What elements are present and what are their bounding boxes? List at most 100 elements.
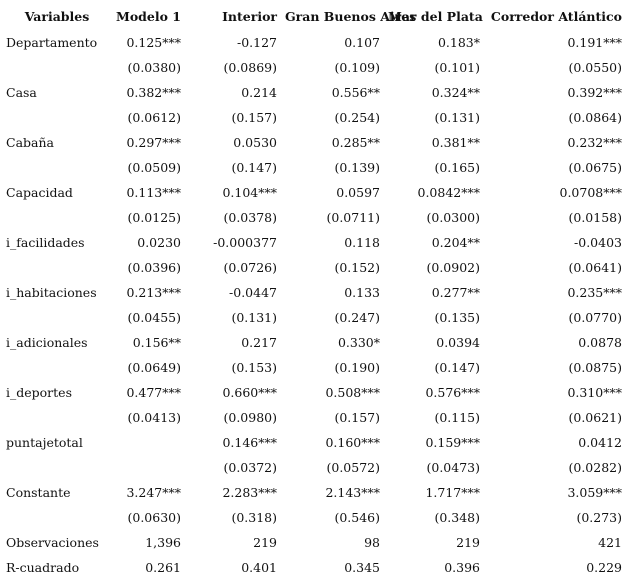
table-cell: 0.125*** (126, 35, 181, 50)
table-row: i_habitaciones 0.213*** -0.0447 0.133 0.277*… (2, 280, 626, 305)
row-label: Casa (6, 85, 37, 100)
table-row: (0.0372) (0.0572) (0.0473) (0.0282) (2, 455, 626, 480)
table-cell: 1.717*** (425, 485, 480, 500)
table-cell (112, 455, 185, 480)
table-row: i_adicionales 0.156** 0.217 0.330* 0.0394 0.0… (2, 330, 626, 355)
table-row: Casa 0.382*** 0.214 0.556** 0.324** 0.392*** (2, 80, 626, 105)
row-label (2, 255, 112, 280)
row-label: i_facilidades (6, 235, 85, 250)
column-header: Corredor Atlántico (490, 8, 622, 24)
table-cell: (0.101) (434, 60, 480, 75)
row-label: R-cuadrado (6, 560, 80, 575)
table-row: Departamento 0.125*** -0.127 0.107 0.183* 0.1… (2, 30, 626, 55)
table-cell: 0.381** (431, 135, 480, 150)
table-cell: 0.156** (132, 335, 181, 350)
table-cell: 3.059*** (567, 485, 622, 500)
table-cell: 2.143*** (325, 485, 380, 500)
table-cell: (0.115) (434, 410, 480, 425)
table-cell: 0.0412 (578, 435, 622, 450)
table-cell: 0.324** (431, 85, 480, 100)
row-label: Departamento (6, 35, 98, 50)
table-cell: 0.660*** (222, 385, 277, 400)
table-cell: (0.0612) (127, 110, 182, 125)
table-cell: 0.159*** (425, 435, 480, 450)
table-cell: 0.107 (344, 35, 380, 50)
table-cell: 0.345 (344, 560, 380, 575)
table-cell: 0.401 (241, 560, 277, 575)
table-cell: 0.0708*** (559, 185, 623, 200)
row-label: Constante (6, 485, 71, 500)
table-cell: (0.0980) (223, 410, 278, 425)
table-cell: 421 (598, 535, 622, 550)
table-cell: (0.0864) (568, 110, 623, 125)
row-label: i_deportes (6, 385, 72, 400)
table-cell: 0.191*** (567, 35, 622, 50)
column-header: Mar del Plata (388, 8, 483, 24)
table-cell: 0.0878 (578, 335, 622, 350)
column-header: Modelo 1 (116, 8, 182, 24)
table-cell: (0.0125) (127, 210, 182, 225)
table-cell: 0.285** (331, 135, 380, 150)
table-row: Capacidad 0.113*** 0.104*** 0.0597 0.0842***… (2, 180, 626, 205)
table-cell: 0.0597 (336, 185, 380, 200)
table-cell: (0.190) (334, 360, 380, 375)
table-cell: (0.0770) (568, 310, 623, 325)
table-cell: (0.0509) (127, 160, 182, 175)
table-cell: (0.157) (231, 110, 277, 125)
table-cell: 0.576*** (425, 385, 480, 400)
table-cell: 0.0530 (233, 135, 277, 150)
table-cell: 0.392*** (567, 85, 622, 100)
table-cell: (0.0300) (426, 210, 481, 225)
table-cell: (0.546) (334, 510, 380, 525)
table-cell: (0.0380) (127, 60, 182, 75)
table-row: (0.0413) (0.0980) (0.157) (0.115) (0.0621) (2, 405, 626, 430)
table-cell: 0.556** (331, 85, 380, 100)
table-cell: (0.0550) (568, 60, 623, 75)
table-row: Constante 3.247*** 2.283*** 2.143*** 1.717**… (2, 480, 626, 505)
table-cell: 0.396 (444, 560, 480, 575)
table-cell: (0.0875) (568, 360, 623, 375)
table-row: i_deportes 0.477*** 0.660*** 0.508*** 0.576*… (2, 380, 626, 405)
row-label (2, 355, 112, 380)
row-label (2, 505, 112, 530)
table-cell: (0.147) (434, 360, 480, 375)
table-cell: (0.0413) (127, 410, 182, 425)
table-cell: 1,396 (145, 535, 181, 550)
row-label (2, 455, 112, 480)
table-cell: 2.283*** (222, 485, 277, 500)
row-label: Observaciones (6, 535, 99, 550)
table-cell: (0.131) (231, 310, 277, 325)
row-label (2, 105, 112, 130)
table-cell: (0.157) (334, 410, 380, 425)
table-cell: (0.318) (231, 510, 277, 525)
table-row: (0.0630) (0.318) (0.546) (0.348) (0.273) (2, 505, 626, 530)
table-cell: -0.127 (236, 35, 277, 50)
table-cell: 219 (456, 535, 480, 550)
table-cell: 0.214 (241, 85, 277, 100)
row-label (2, 205, 112, 230)
table-cell: (0.0621) (568, 410, 623, 425)
table-cell: 0.310*** (567, 385, 622, 400)
table-cell: 0.133 (344, 285, 380, 300)
table-cell: 0.508*** (325, 385, 380, 400)
table-cell: 0.382*** (126, 85, 181, 100)
table-row: i_facilidades 0.0230 -0.000377 0.118 0.204**… (2, 230, 626, 255)
table-row: Observaciones 1,396 219 98 219 421 (2, 530, 626, 555)
column-header: Gran Buenos Aires (285, 8, 417, 24)
table-row: (0.0125) (0.0378) (0.0711) (0.0300) (0.0158) (2, 205, 626, 230)
table-cell: (0.0902) (426, 260, 481, 275)
table-cell: 0.217 (241, 335, 277, 350)
table-cell: (0.0378) (223, 210, 278, 225)
column-header: Variables (24, 8, 90, 24)
table-row: (0.0380) (0.0869) (0.109) (0.101) (0.0550) (2, 55, 626, 80)
table-row: Cabaña 0.297*** 0.0530 0.285** 0.381** 0.232*… (2, 130, 626, 155)
table-cell: 3.247*** (126, 485, 181, 500)
row-label (2, 405, 112, 430)
table-cell: 0.0842*** (417, 185, 481, 200)
table-row: (0.0509) (0.147) (0.139) (0.165) (0.0675) (2, 155, 626, 180)
table-cell: (0.0455) (127, 310, 182, 325)
table-cell: (0.0630) (127, 510, 182, 525)
table-cell: (0.0372) (223, 460, 278, 475)
